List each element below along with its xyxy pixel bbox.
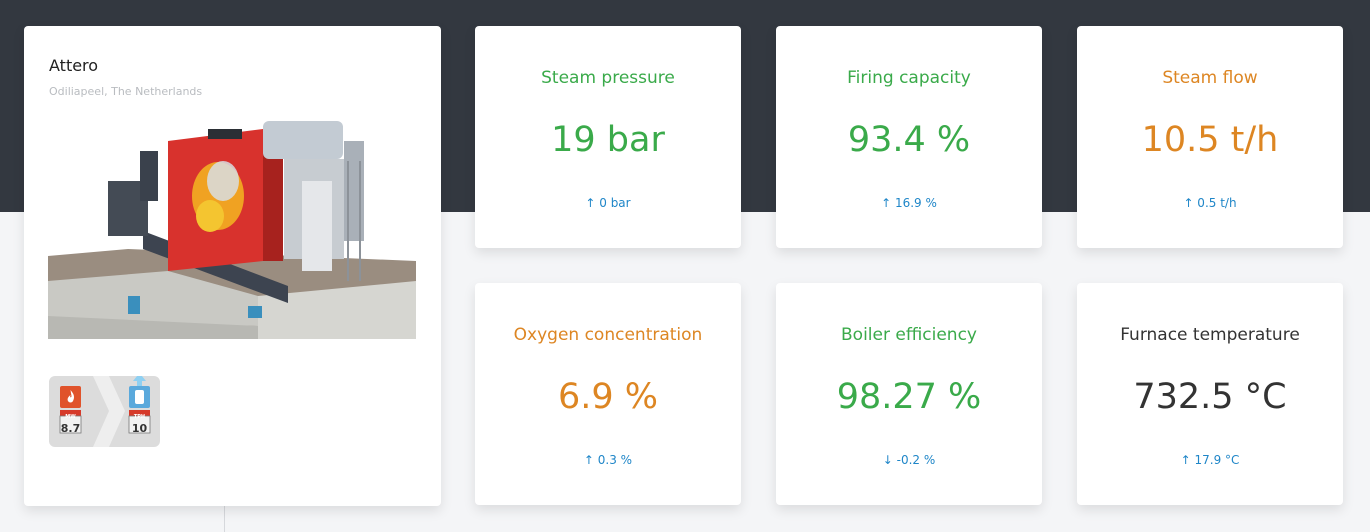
metric-card-steam-pressure[interactable]: Steam pressure 19 bar ↑ 0 bar [475,26,741,248]
metric-card-boiler-efficiency[interactable]: Boiler efficiency 98.27 % ↓ -0.2 % [776,283,1042,505]
boiler-image [48,121,416,339]
metric-card-steam-flow[interactable]: Steam flow 10.5 t/h ↑ 0.5 t/h [1077,26,1343,248]
metric-card-furnace-temperature[interactable]: Furnace temperature 732.5 °C ↑ 17.9 °C [1077,283,1343,505]
steam-unit-label: TPH [133,414,146,420]
power-value: 8.7 [60,422,81,435]
metric-value: 6.9 % [557,377,659,417]
steam-value: 10 [131,422,148,435]
metric-delta: ↑ 0 bar [585,196,631,210]
metric-delta: ↑ 17.9 °C [1180,453,1240,467]
metric-label: Oxygen concentration [513,325,703,345]
metric-value: 93.4 % [847,120,971,160]
site-location: Odiliapeel, The Netherlands [49,85,203,98]
metric-delta: ↑ 0.3 % [583,453,633,467]
metric-value: 98.27 % [836,377,982,417]
site-card[interactable]: Attero Odiliapeel, The Netherlands [24,26,441,506]
metric-card-firing-capacity[interactable]: Firing capacity 93.4 % ↑ 16.9 % [776,26,1042,248]
metric-delta: ↑ 16.9 % [881,196,937,210]
metric-delta: ↑ 0.5 t/h [1183,196,1237,210]
metric-label: Boiler efficiency [841,325,977,345]
metric-label: Firing capacity [847,68,971,88]
capacity-badge-graphic [49,376,160,447]
divider [224,505,225,532]
metric-value: 10.5 t/h [1141,120,1279,160]
metric-value: 19 bar [551,120,665,160]
metric-delta: ↓ -0.2 % [882,453,936,467]
capacity-badge: MW 8.7 TPH 10 [49,376,160,447]
power-unit-label: MW [65,414,76,420]
metric-card-oxygen-concentration[interactable]: Oxygen concentration 6.9 % ↑ 0.3 % [475,283,741,505]
fire-icon [60,386,81,408]
metric-label: Steam pressure [541,68,675,88]
metric-label: Steam flow [1162,68,1258,88]
site-name: Attero [49,56,99,75]
metric-label: Furnace temperature [1120,325,1300,345]
metric-value: 732.5 °C [1133,377,1287,417]
